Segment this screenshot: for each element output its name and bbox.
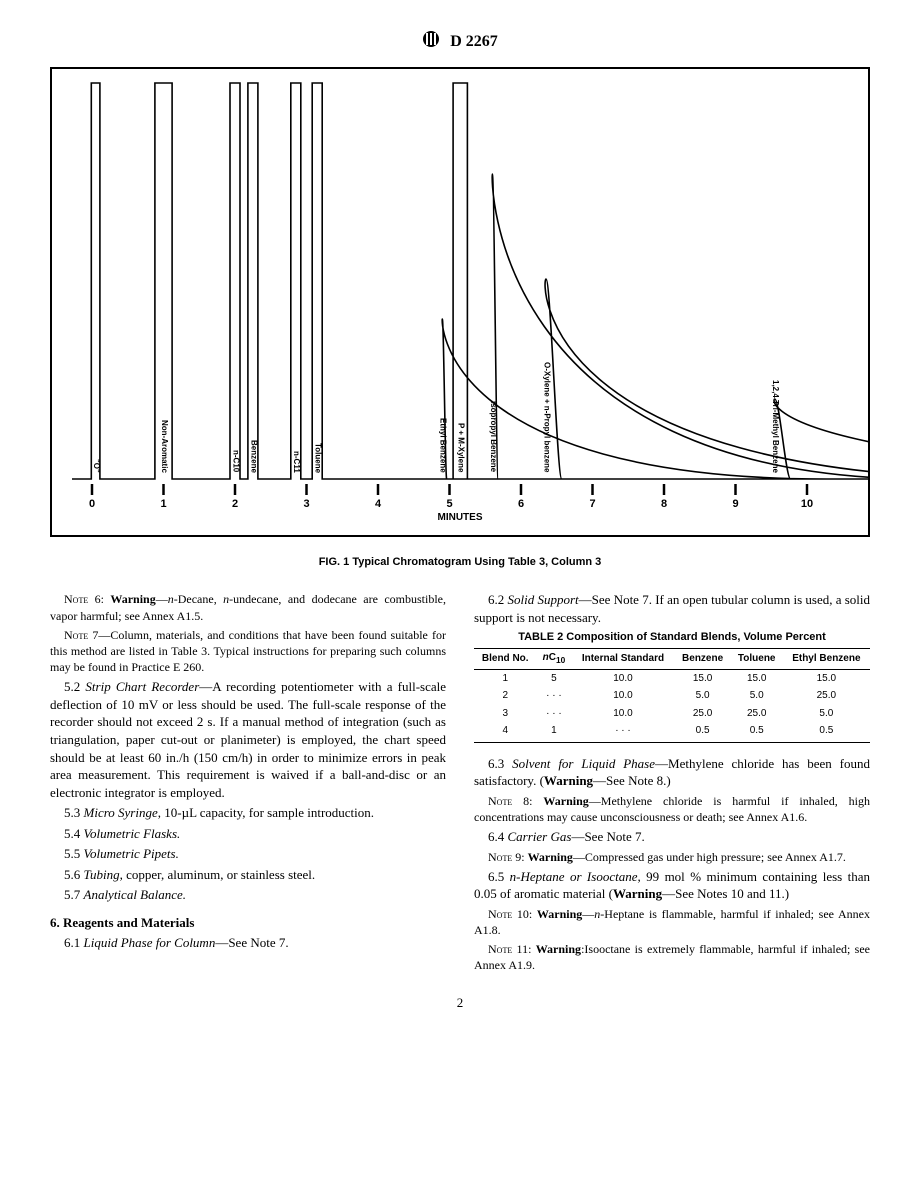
para-5-6: 5.6 Tubing, copper, aluminum, or stainle…	[50, 866, 446, 884]
tick-label: 10	[801, 497, 813, 512]
table-cell: 0.5	[731, 722, 783, 742]
page-header: D 2267	[50, 30, 870, 55]
table-cell: 0.5	[675, 722, 731, 742]
table-cell: 4	[474, 722, 536, 742]
table-cell: 5	[536, 669, 571, 687]
table-header: Ethyl Benzene	[783, 649, 870, 669]
table-header: Benzene	[675, 649, 731, 669]
note-8: Note 8: Warning—Methylene chloride is ha…	[474, 793, 870, 825]
peak-label: Non-Aromatic	[158, 420, 169, 473]
figure-caption: FIG. 1 Typical Chromatogram Using Table …	[50, 555, 870, 570]
table-cell: · · ·	[571, 722, 674, 742]
table-2-block: TABLE 2 Composition of Standard Blends, …	[474, 630, 870, 743]
tick-label: 0	[89, 497, 95, 512]
astm-logo-icon	[422, 30, 440, 55]
table-cell: 1	[536, 722, 571, 742]
table-header: Blend No.	[474, 649, 536, 669]
peak-label: n-C11	[290, 451, 301, 473]
tick-label: 1	[160, 497, 166, 512]
table-cell: 15.0	[783, 669, 870, 687]
table-cell: 0.5	[783, 722, 870, 742]
body-columns: Note 6: Warning—n-Decane, n-undecane, an…	[50, 591, 870, 973]
peak-label: O-Xylene + n-Propyl benzene	[541, 362, 552, 472]
tick-label: 6	[518, 497, 524, 512]
table-row: 41· · ·0.50.50.5	[474, 722, 870, 742]
note-6: Note 6: Warning—n-Decane, n-undecane, an…	[50, 591, 446, 623]
table-cell: 3	[474, 705, 536, 723]
para-6-2: 6.2 Solid Support—See Note 7. If an open…	[474, 591, 870, 626]
table-cell: 10.0	[571, 705, 674, 723]
peak-label: Toluene	[312, 443, 323, 473]
para-5-7: 5.7 Analytical Balance.	[50, 886, 446, 904]
table-header: nC10	[536, 649, 571, 669]
para-6-1: 6.1 Liquid Phase for Column—See Note 7.	[50, 934, 446, 952]
para-5-5: 5.5 Volumetric Pipets.	[50, 845, 446, 863]
table-cell: 10.0	[571, 669, 674, 687]
table-header: Internal Standard	[571, 649, 674, 669]
x-axis-label: MINUTES	[438, 511, 483, 525]
table-cell: 5.0	[783, 705, 870, 723]
table-2: Blend No.nC10Internal StandardBenzeneTol…	[474, 648, 870, 742]
note-9: Note 9: Warning—Compressed gas under hig…	[474, 849, 870, 865]
table-cell: 15.0	[675, 669, 731, 687]
section-6-heading: 6. Reagents and Materials	[50, 914, 446, 932]
para-5-4: 5.4 Volumetric Flasks.	[50, 825, 446, 843]
table-row: 2· · ·10.05.05.025.0	[474, 687, 870, 705]
tick-label: 5	[446, 497, 452, 512]
table-row: 1510.015.015.015.0	[474, 669, 870, 687]
table-2-title: TABLE 2 Composition of Standard Blends, …	[474, 630, 870, 645]
table-cell: 1	[474, 669, 536, 687]
peak-label: 1,2,4 Tri-Methyl Benzene	[769, 380, 780, 473]
para-6-4: 6.4 Carrier Gas—See Note 7.	[474, 828, 870, 846]
tick-label: 7	[589, 497, 595, 512]
note-7: Note 7—Column, materials, and conditions…	[50, 627, 446, 676]
tick-label: 4	[375, 497, 381, 512]
table-cell: 25.0	[731, 705, 783, 723]
doc-id: D 2267	[450, 33, 498, 50]
peak-label: "O"	[90, 459, 101, 473]
page-number: 2	[50, 994, 870, 1012]
tick-label: 2	[232, 497, 238, 512]
table-cell: 25.0	[675, 705, 731, 723]
table-row: 3· · ·10.025.025.05.0	[474, 705, 870, 723]
note-10: Note 10: Warning—n-Heptane is flammable,…	[474, 906, 870, 938]
table-cell: 5.0	[675, 687, 731, 705]
peak-label: Isopropyl Benzene	[487, 401, 498, 472]
table-header: Toluene	[731, 649, 783, 669]
tick-label: 3	[303, 497, 309, 512]
table-cell: 15.0	[731, 669, 783, 687]
para-5-3: 5.3 Micro Syringe, 10-µL capacity, for s…	[50, 804, 446, 822]
table-cell: 2	[474, 687, 536, 705]
para-6-3: 6.3 Solvent for Liquid Phase—Methylene c…	[474, 755, 870, 790]
table-cell: · · ·	[536, 705, 571, 723]
table-cell: · · ·	[536, 687, 571, 705]
peak-label: Ethyl Benzene	[437, 418, 448, 473]
table-cell: 25.0	[783, 687, 870, 705]
chromatogram-figure: 0 1 2 3 4 5 6 7 8 9 10 "O" Non-Aromatic n-C10 Benzene…	[50, 67, 870, 537]
para-5-2: 5.2 Strip Chart Recorder—A recording pot…	[50, 678, 446, 801]
table-cell: 5.0	[731, 687, 783, 705]
peak-label: Benzene	[247, 440, 258, 473]
tick-label: 8	[661, 497, 667, 512]
para-6-5: 6.5 n-Heptane or Isooctane, 99 mol % min…	[474, 868, 870, 903]
tick-label: 9	[732, 497, 738, 512]
peak-label: P + M-Xylene	[455, 423, 466, 472]
peak-label: n-C10	[230, 450, 241, 472]
note-11: Note 11: Warning:Isooctane is extremely …	[474, 941, 870, 973]
table-cell: 10.0	[571, 687, 674, 705]
